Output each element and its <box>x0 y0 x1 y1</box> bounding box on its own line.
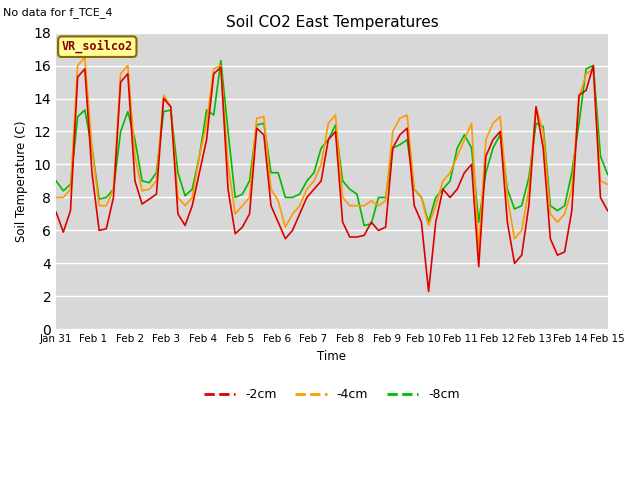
Y-axis label: Soil Temperature (C): Soil Temperature (C) <box>15 120 28 242</box>
Text: VR_soilco2: VR_soilco2 <box>61 40 133 53</box>
Legend: -2cm, -4cm, -8cm: -2cm, -4cm, -8cm <box>199 383 465 406</box>
Text: No data for f_TCE_4: No data for f_TCE_4 <box>3 7 113 18</box>
X-axis label: Time: Time <box>317 350 346 363</box>
Title: Soil CO2 East Temperatures: Soil CO2 East Temperatures <box>225 15 438 30</box>
